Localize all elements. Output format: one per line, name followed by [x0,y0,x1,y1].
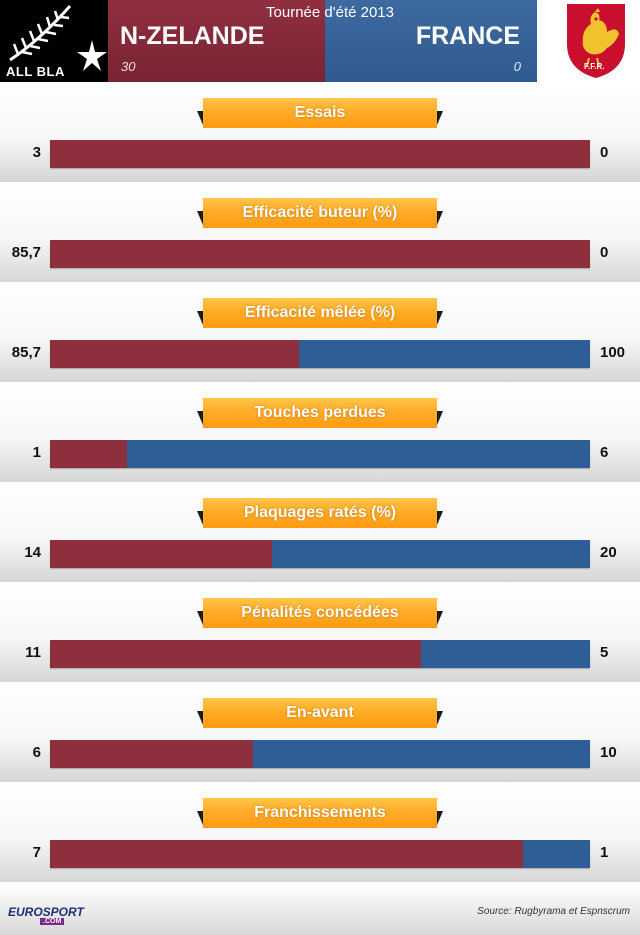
stat-row: Essais 3 0 [0,82,640,182]
home-value-label: 1 [32,444,41,461]
home-value-label: 3 [32,144,41,161]
away-team-name: FRANCE [415,22,520,50]
stat-label: Essais [203,98,437,128]
away-value-label: 6 [600,444,609,461]
silver-fern-icon [0,0,108,82]
away-bar-segment [50,140,590,168]
away-bar-segment [50,840,590,868]
away-value-label: 10 [600,744,617,761]
ribbon-right-fold [437,511,443,525]
ribbon-left-fold [197,411,203,425]
home-bar-segment [50,140,590,168]
away-score: 0 [513,59,521,74]
stat-label: Efficacité mêlée (%) [203,298,437,328]
stat-row: Franchissements 7 1 [0,782,640,882]
away-bar-segment [50,440,590,468]
stat-row: Touches perdues 1 6 [0,382,640,482]
ribbon-right-fold [437,311,443,325]
ribbon-right-fold [437,711,443,725]
home-bar-segment [50,240,590,268]
stat-row: Efficacité mêlée (%) 85,7 100 [0,282,640,382]
home-value-label: 85,7 [11,244,41,261]
home-logo-text: ALL BLA [6,64,65,79]
source-note: Source: Rugbyrama et Espnscrum [477,906,630,917]
ribbon-left-fold [197,311,203,325]
away-value-label: 0 [600,244,609,261]
home-value-label: 7 [32,844,41,861]
away-value-label: 100 [600,344,626,361]
all-blacks-logo: ALL BLA [0,0,108,82]
away-value-label: 1 [600,844,609,861]
ribbon-left-fold [197,611,203,625]
away-bar-segment [50,640,590,668]
home-bar-segment [50,640,421,668]
away-bar-segment [50,340,590,368]
ribbon-left-fold [197,511,203,525]
stat-label: En-avant [203,698,437,728]
home-bar-segment [50,540,272,568]
home-bar-segment [50,440,127,468]
home-team-name: N-ZELANDE [120,22,265,50]
rooster-icon [538,4,625,78]
ffr-logo: F.F.R. [537,0,640,82]
ribbon-right-fold [437,811,443,825]
home-bar-segment [50,740,253,768]
match-title: Tournée d'été 2013 [266,4,394,21]
stat-label: Franchissements [203,798,437,828]
stat-row: Plaquages ratés (%) 14 20 [0,482,640,582]
home-bar-segment [50,340,299,368]
ribbon-left-fold [197,211,203,225]
home-bar-segment [50,840,523,868]
home-value-label: 85,7 [11,344,41,361]
away-value-label: 20 [600,544,617,561]
stat-label: Pénalités concédées [203,598,437,628]
ribbon-right-fold [437,411,443,425]
home-value-label: 6 [32,744,41,761]
home-value-label: 14 [24,544,41,561]
away-bar-segment [50,740,590,768]
ribbon-left-fold [197,111,203,125]
stat-label: Efficacité buteur (%) [203,198,437,228]
eurosport-logo: EUROSPORT [8,905,84,919]
stat-label: Plaquages ratés (%) [203,498,437,528]
stat-row: Pénalités concédées 11 5 [0,582,640,682]
header: ALL BLA F.F.R. Tournée d'été 2013 N-ZELA… [0,0,640,82]
away-bar-segment [50,540,590,568]
stat-row: En-avant 6 10 [0,682,640,782]
home-score: 30 [121,59,136,74]
away-value-label: 0 [600,144,609,161]
stat-label: Touches perdues [203,398,437,428]
home-value-label: 11 [25,644,41,661]
stat-row: Efficacité buteur (%) 85,7 0 [0,182,640,282]
away-value-label: 5 [600,644,609,661]
eurosport-com-badge: .COM [40,918,65,925]
away-bar-segment [50,240,590,268]
footer: EUROSPORT .COM Source: Rugbyrama et Espn… [0,885,640,935]
ribbon-right-fold [437,211,443,225]
ribbon-left-fold [197,711,203,725]
away-logo-text: F.F.R. [584,62,605,71]
ribbon-left-fold [197,811,203,825]
ribbon-right-fold [437,111,443,125]
ribbon-right-fold [437,611,443,625]
